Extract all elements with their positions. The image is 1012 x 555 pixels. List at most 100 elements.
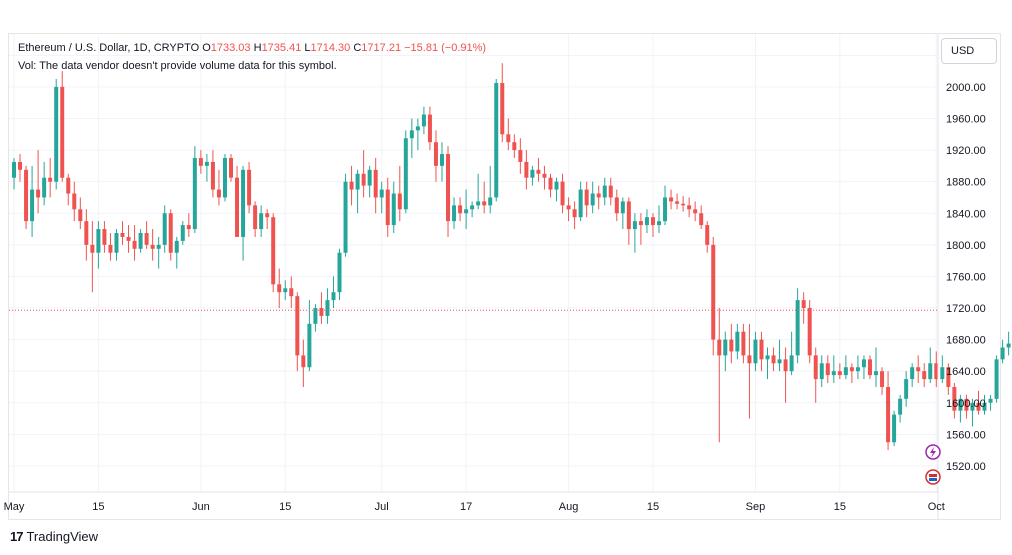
candle-up — [578, 181, 583, 222]
candle-up — [994, 355, 999, 403]
price-tick-label: 1640.00 — [946, 366, 986, 378]
candle-down — [385, 177, 390, 237]
candle-body — [506, 134, 511, 143]
candle-body — [753, 339, 758, 364]
tradingview-brand[interactable]: 17 TradingView — [10, 529, 98, 544]
candle-body — [789, 355, 794, 372]
time-tick-label: Sep — [746, 501, 766, 513]
lightning-glyph-icon — [930, 447, 936, 458]
volume-note: Vol: The data vendor doesn't provide vol… — [18, 60, 337, 72]
candle-body — [590, 193, 595, 206]
candle-down — [687, 197, 692, 218]
candle-body — [699, 213, 704, 226]
candle-up — [337, 248, 342, 301]
candle-down — [638, 213, 643, 245]
candle-body — [807, 308, 812, 356]
price-tick-label: 1680.00 — [946, 335, 986, 347]
candle-down — [524, 150, 529, 190]
candle-body — [904, 379, 909, 399]
candle-body — [277, 284, 282, 293]
currency-button[interactable]: USD — [941, 38, 997, 64]
candle-up — [819, 355, 824, 387]
candle-down — [916, 355, 921, 384]
time-tick-label: Jul — [375, 501, 389, 513]
candle-body — [620, 201, 625, 214]
candle-down — [964, 394, 969, 419]
candle-up — [331, 276, 336, 309]
candle-body — [759, 339, 764, 360]
candle-up — [590, 181, 595, 214]
candle-up — [464, 189, 469, 230]
candle-body — [723, 339, 728, 356]
candle-down — [711, 236, 716, 356]
candle-down — [235, 165, 240, 237]
candle-body — [373, 169, 378, 198]
price-tick-label: 1600.00 — [946, 398, 986, 410]
change-value: −15.81 (−0.91%) — [404, 42, 487, 54]
candle-body — [90, 244, 95, 253]
candle-down — [446, 146, 451, 237]
candle-body — [705, 225, 710, 245]
time-tick-label: Aug — [559, 501, 579, 513]
candle-down — [934, 351, 939, 387]
candle-body — [452, 205, 457, 222]
candle-body — [771, 355, 776, 364]
close-label: C — [353, 42, 362, 54]
candle-body — [355, 173, 360, 190]
price-tick-label: 1880.00 — [946, 177, 986, 189]
candle-body — [572, 209, 577, 218]
candle-body — [795, 300, 800, 356]
candle-up — [439, 142, 444, 182]
candle-body — [446, 154, 451, 222]
candle-down — [301, 339, 306, 387]
candle-down — [626, 197, 631, 245]
candle-body — [922, 371, 927, 380]
candle-body — [596, 193, 601, 198]
brand-label: TradingView — [26, 529, 99, 544]
candle-body — [783, 359, 788, 372]
candle-up — [1006, 331, 1011, 356]
candle-body — [518, 150, 523, 162]
candle-down — [952, 383, 957, 419]
candle-down — [132, 225, 137, 261]
candle-body — [735, 331, 740, 352]
candle-body — [60, 86, 65, 178]
candle-body — [385, 189, 390, 226]
candle-body — [168, 213, 173, 253]
candle-body — [946, 367, 951, 387]
candle-body — [222, 157, 227, 198]
candle-down — [433, 130, 438, 182]
candle-body — [1006, 343, 1011, 348]
candle-down — [837, 363, 842, 380]
candle-body — [614, 197, 619, 214]
candle-body — [861, 359, 866, 368]
candle-body — [319, 308, 324, 316]
candle-up — [488, 165, 493, 214]
candle-body — [162, 213, 167, 245]
candle-body — [235, 177, 240, 237]
candle-body — [867, 359, 872, 376]
candle-up — [904, 371, 909, 407]
candle-body — [687, 205, 692, 210]
candle-body — [669, 197, 674, 202]
open-label: O — [202, 42, 211, 54]
time-tick-label: May — [4, 501, 25, 513]
candle-down — [807, 300, 812, 364]
candle-body — [892, 414, 897, 443]
time-axis: May 15 Jun 15 Jul 17 Aug 15 Sep 15 Oct — [4, 491, 945, 513]
candle-body — [813, 355, 818, 380]
candle-body — [602, 185, 607, 198]
candle-down — [84, 209, 89, 261]
candle-body — [819, 363, 824, 380]
candle-down — [886, 371, 891, 451]
candle-down — [216, 169, 221, 206]
candle-up — [30, 165, 35, 237]
candle-body — [48, 177, 53, 182]
candle-up — [723, 331, 728, 372]
high-label: H — [253, 42, 262, 54]
candle-body — [210, 161, 215, 190]
candle-body — [150, 244, 155, 249]
candle-body — [880, 371, 885, 387]
time-tick-label: 15 — [647, 501, 659, 513]
